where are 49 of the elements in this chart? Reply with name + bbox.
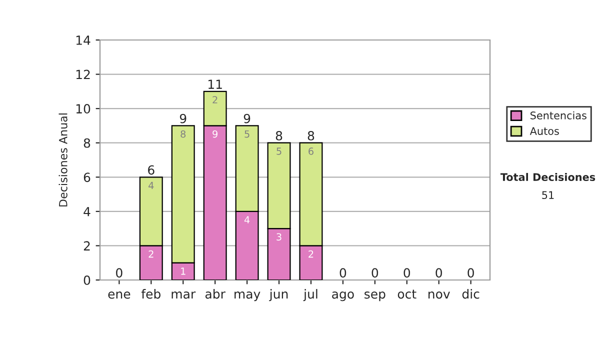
x-tick-label: ago bbox=[332, 292, 354, 302]
data-label: 5 bbox=[244, 130, 250, 138]
x-tick-label: jul bbox=[303, 289, 318, 302]
x-tick-label: dic bbox=[462, 289, 480, 299]
total-label: 11 bbox=[208, 80, 222, 89]
text: Total Decisiones bbox=[500, 172, 596, 182]
data-label: 8 bbox=[180, 130, 186, 138]
total-label: 0 bbox=[116, 268, 122, 278]
data-label: 2 bbox=[212, 96, 218, 104]
y-tick-label: 14 bbox=[76, 36, 90, 45]
data-label: 2 bbox=[148, 250, 154, 258]
data-label: 5 bbox=[276, 148, 282, 155]
y-tick-label: 6 bbox=[84, 172, 90, 182]
data-label: 4 bbox=[148, 182, 154, 190]
y-tick-label: 12 bbox=[76, 70, 90, 80]
data-label: 3 bbox=[276, 233, 282, 241]
total-label: 0 bbox=[340, 268, 346, 278]
total-label: 9 bbox=[244, 114, 250, 124]
data-label: 1 bbox=[181, 268, 186, 275]
data-label: 6 bbox=[308, 148, 314, 155]
total-label: 8 bbox=[308, 130, 314, 140]
data-label: 2 bbox=[308, 250, 314, 258]
x-tick-label: jun bbox=[269, 289, 288, 302]
data-label: 9 bbox=[212, 130, 218, 138]
x-tick-label: ene bbox=[108, 292, 130, 299]
total-label: 6 bbox=[148, 165, 154, 175]
text: 51 bbox=[542, 191, 554, 200]
x-tick-label: sep bbox=[364, 292, 386, 302]
total-label: 0 bbox=[436, 268, 442, 278]
x-tick-label: may bbox=[234, 292, 260, 302]
x-tick-label: nov bbox=[428, 292, 450, 299]
total-label: 0 bbox=[372, 268, 378, 278]
x-tick-label: abr bbox=[205, 289, 226, 299]
legend-label: Autos bbox=[530, 127, 559, 135]
total-label: 9 bbox=[180, 114, 186, 124]
y-tick-label: 2 bbox=[84, 241, 90, 250]
y-tick-label: 0 bbox=[84, 275, 90, 285]
legend-label: Sentencias bbox=[530, 111, 586, 120]
x-tick-label: mar bbox=[172, 292, 196, 299]
x-tick-label: oct bbox=[398, 290, 416, 299]
total-label: 0 bbox=[404, 268, 410, 278]
data-label: 4 bbox=[244, 216, 250, 224]
total-label: 8 bbox=[276, 130, 282, 140]
y-axis-title: Decisiones Anual bbox=[58, 114, 68, 206]
x-tick-label: feb bbox=[141, 289, 160, 299]
y-tick-label: 10 bbox=[76, 104, 90, 114]
y-tick-label: 8 bbox=[84, 138, 90, 148]
y-tick-label: 4 bbox=[84, 207, 90, 216]
total-label: 0 bbox=[468, 268, 474, 278]
